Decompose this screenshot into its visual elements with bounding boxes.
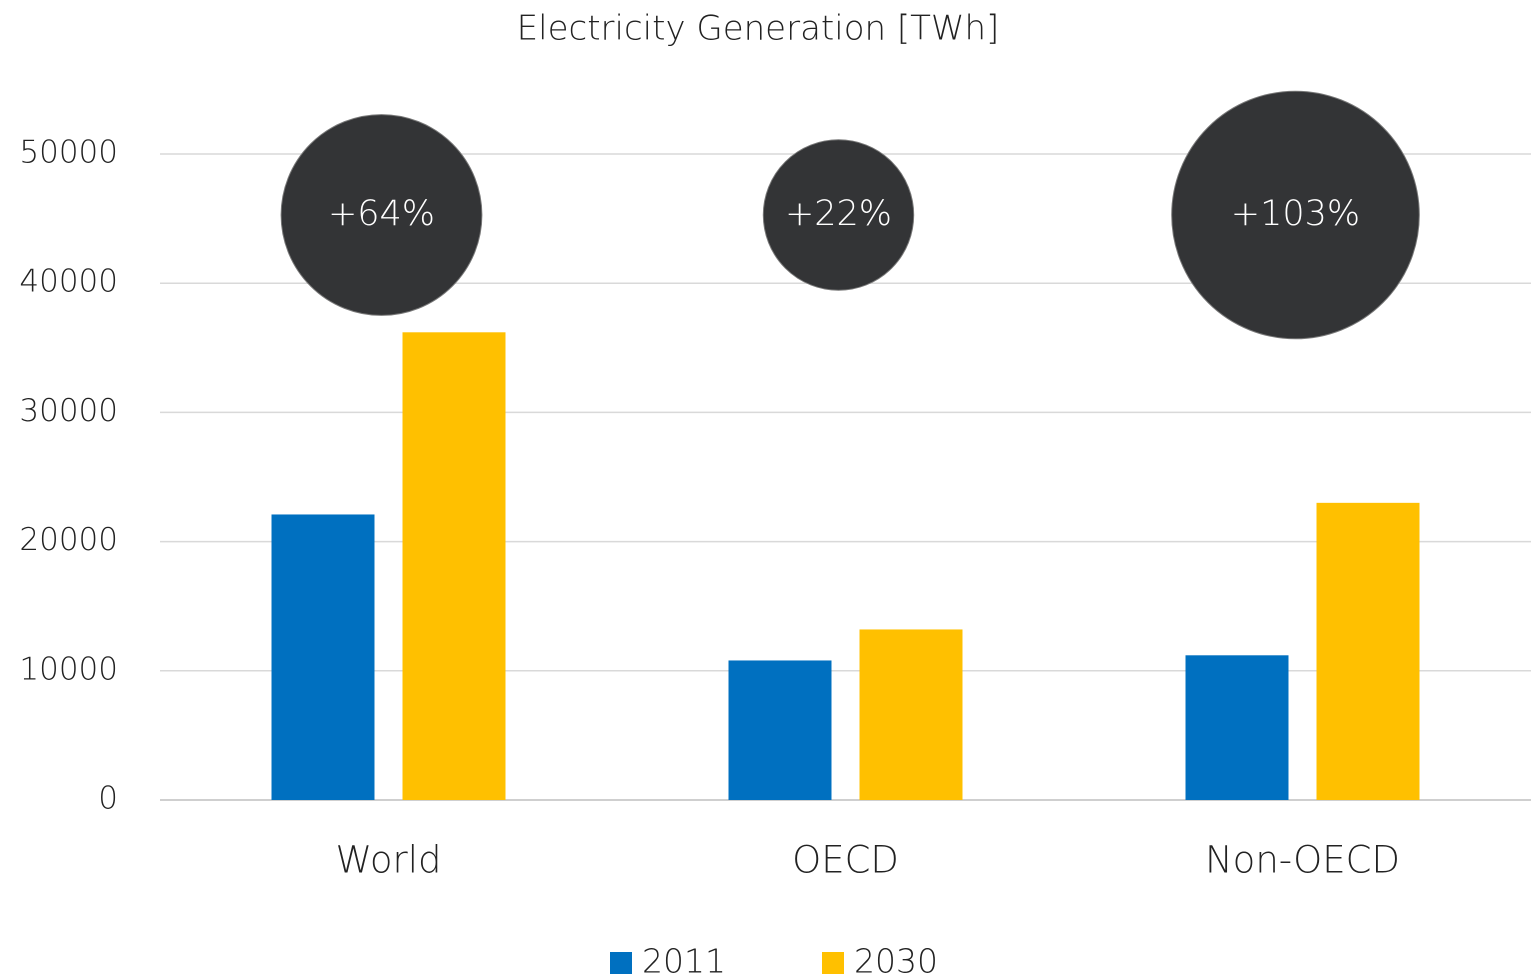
bar bbox=[402, 332, 506, 800]
x-tick-label: Non-OECD bbox=[1205, 839, 1400, 882]
x-tick-label: OECD bbox=[792, 839, 899, 882]
x-tick-label: World bbox=[335, 839, 441, 882]
chart-title: Electricity Generation [TWh] bbox=[517, 9, 1000, 49]
y-tick-label: 20000 bbox=[19, 522, 118, 558]
bar bbox=[859, 629, 963, 800]
growth-label: +64% bbox=[328, 194, 435, 234]
bar bbox=[1316, 502, 1420, 800]
growth-bubble bbox=[762, 139, 915, 291]
bar bbox=[728, 660, 832, 800]
legend-label: 2011 bbox=[642, 942, 726, 979]
y-tick-label: 0 bbox=[98, 781, 118, 817]
growth-bubble bbox=[1171, 90, 1420, 340]
y-tick-label: 30000 bbox=[19, 393, 118, 429]
growth-label: +103% bbox=[1231, 194, 1360, 234]
y-tick-label: 50000 bbox=[19, 135, 118, 171]
legend-swatch bbox=[822, 952, 844, 974]
bar bbox=[1185, 655, 1289, 800]
bar bbox=[271, 514, 375, 800]
growth-label: +22% bbox=[785, 194, 892, 234]
y-tick-label: 10000 bbox=[19, 651, 118, 687]
legend-swatch bbox=[610, 952, 632, 974]
y-tick-label: 40000 bbox=[19, 264, 118, 300]
legend-label: 2030 bbox=[854, 942, 938, 979]
growth-bubble bbox=[280, 114, 483, 316]
